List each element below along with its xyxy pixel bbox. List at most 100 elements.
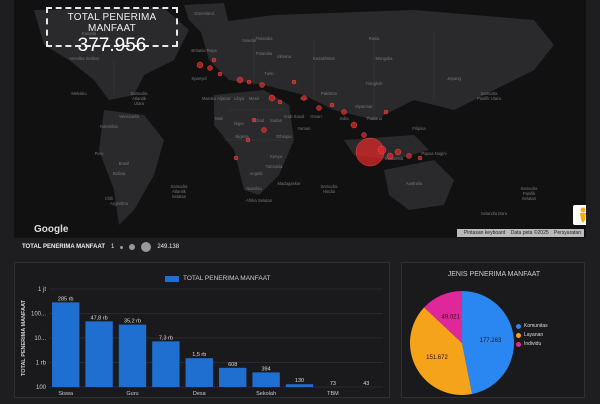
pie-slice-label: 151.672 [426,355,448,361]
bubble[interactable] [394,148,402,156]
y-axis-label: TOTAL PENERIMA MANFAAT [21,299,27,376]
map-label: Filipina [412,126,426,131]
bar[interactable] [152,341,180,387]
x-tick-label: Siswa [58,391,74,397]
bubbles[interactable] [196,57,423,167]
map-canvas: Samudra Atlantik Utara Samudra Pasifik Utara… [34,3,554,225]
map-label: Greenland [194,11,214,16]
bar[interactable] [285,384,314,387]
bubble[interactable] [291,79,297,85]
bubble[interactable] [277,99,283,105]
pie-legend: Komunitas Layanan Individu [516,323,548,350]
bubble[interactable] [406,153,412,159]
bar-chart-panel: TOTAL PENERIMA MANFAAT TOTAL PENERIMA MA… [14,262,390,398]
street-view-pegman-icon[interactable] [573,205,586,225]
map-label: Sudan [270,118,283,123]
map-label: Tanzania [266,164,283,169]
pie-chart: 177.263 151.672 49.021 [409,291,514,395]
map-label: Finlandia [256,36,274,41]
bubble[interactable] [259,82,265,88]
map-label: Amerika Serikat [69,56,99,61]
bubble[interactable] [251,117,257,123]
pie-slice[interactable] [424,291,462,343]
pie-legend-label: Komunitas [524,323,548,329]
pie-legend-item[interactable]: Individu [516,341,548,347]
bubble[interactable] [383,109,389,115]
north-america-land [34,8,189,100]
bar[interactable] [185,358,213,387]
map-label: Swedia [242,38,256,43]
bubble[interactable] [207,65,213,71]
pie-slice[interactable] [462,291,514,395]
map-label: Arab Saudi [284,114,305,119]
pie-legend-item[interactable]: Layanan [516,332,548,338]
bar[interactable] [85,321,113,387]
bubble[interactable] [233,155,239,161]
bubble[interactable] [341,109,347,115]
pie-legend-label: Individu [524,341,542,347]
map-label: Myanmar [355,104,373,109]
bubble[interactable] [316,105,322,111]
bar[interactable] [219,367,247,387]
pie-legend-item[interactable]: Komunitas [516,323,548,329]
bubble[interactable] [301,95,307,101]
bubble[interactable] [245,137,251,143]
google-logo: Google [34,224,69,235]
map-label: Ethiopia [276,134,292,139]
map-label: Polandia [256,51,273,56]
map-label: Thailand [366,116,383,121]
bar[interactable] [118,324,147,387]
map-label: Spanyol [191,76,206,81]
bubble[interactable] [246,79,252,85]
bubble[interactable] [268,94,276,102]
bubble[interactable] [377,145,387,155]
bubble-legend-min: 1 [111,244,115,250]
map-label: Kazakhstan [313,56,336,61]
kpi-card: TOTAL PENERIMA MANFAAT 377.956 [46,7,178,56]
bubble[interactable] [361,132,367,138]
y-tick-label: 1 jt [38,287,46,293]
bubble[interactable] [329,102,335,108]
map-label: Papua Nugini [421,151,446,156]
map-label: Brasil [119,161,130,166]
bar[interactable] [252,372,280,387]
keyboard-shortcuts-link[interactable]: Pintasan keyboard [463,230,506,236]
borders [74,30,435,141]
map-label: Maroko [202,96,217,101]
bar-value-label: 285 rb [58,296,74,302]
bubble[interactable] [236,76,244,84]
map-label: India [339,116,349,121]
bar-value-label: 35,2 rb [124,319,141,325]
terms-link[interactable]: Persyaratan [554,230,581,236]
map-label: Ukraina [277,54,292,59]
bubble[interactable] [217,71,223,77]
y-tick-label: 1 rb [36,361,47,367]
map-label: Libya [234,96,245,101]
pie-legend-label: Layanan [524,332,544,338]
bubble[interactable] [417,155,423,161]
map-label: Pakistan [321,91,338,96]
pie-chart-title: JENIS PENERIMA MANFAAT [447,271,541,278]
map-label: Angola [249,171,263,176]
bubble[interactable] [196,61,204,69]
bubble[interactable] [350,121,358,129]
bubble-legend-large-dot [141,242,152,252]
world-map[interactable]: Samudra Atlantik Utara Samudra Pasifik Utara… [14,0,586,238]
kpi-value: 377.956 [77,35,147,56]
continents [34,3,554,225]
bubble[interactable] [386,152,394,160]
map-label: Indonesia [385,156,404,161]
bar[interactable] [52,302,80,387]
bubble[interactable] [211,57,217,63]
bubble-size-legend: TOTAL PENERIMA MANFAAT 1 249.138 [22,242,179,252]
map-label: Tiongkok [366,81,384,86]
map-label: Niger [234,121,245,126]
pie-legend-swatch [516,332,521,338]
pie-slice[interactable] [409,307,473,395]
bar-value-label: 73 [330,381,336,387]
bar-value-label: 1,5 rb [192,352,206,358]
africa-land [214,90,294,195]
legend-label: TOTAL PENERIMA MANFAAT [183,275,271,282]
bar-value-label: 47,8 rb [91,315,108,321]
bubble[interactable] [261,127,267,133]
